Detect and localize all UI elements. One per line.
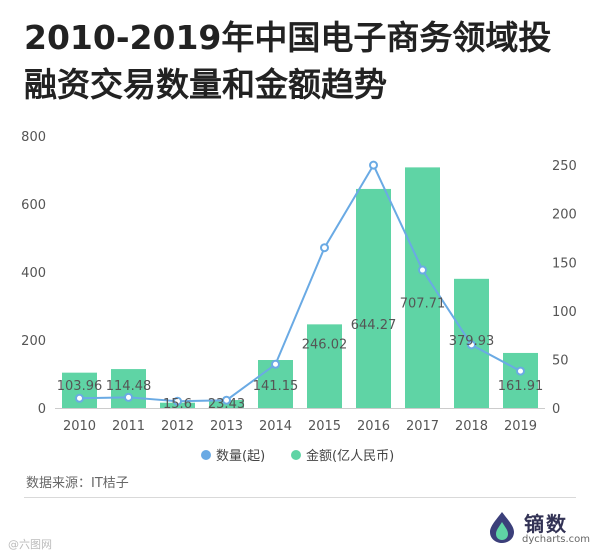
line-point	[75, 393, 84, 403]
x-axis-tick: 2017	[406, 419, 439, 434]
line-point	[222, 395, 231, 405]
x-axis-tick: 2015	[308, 419, 341, 434]
bar-series	[62, 167, 538, 408]
left-axis-tick: 400	[21, 266, 46, 281]
bar-data-label: 707.71	[400, 296, 446, 311]
line-point	[271, 359, 280, 369]
legend-label-count: 数量(起)	[216, 449, 265, 464]
bar-data-label: 103.96	[57, 379, 103, 394]
line-point	[173, 396, 182, 406]
legend-marker-amount	[291, 450, 301, 460]
x-axis-ticks: 2010 2011 2012 2013 2014 2015 2016 2017 2018 2019	[63, 419, 537, 434]
line-series	[75, 160, 525, 406]
right-axis-tick: 0	[552, 402, 560, 417]
x-axis-tick: 2011	[112, 419, 145, 434]
source-note: 数据来源：IT桔子	[26, 476, 129, 491]
bar-data-labels: 103.96 114.48 15.6 23.43 141.15 246.02644.277…	[57, 296, 544, 412]
chart-title: 2010-2019年中国电子商务领域投融资交易数量和金额趋势	[24, 18, 552, 104]
x-axis-tick: 2019	[504, 419, 537, 434]
left-axis-tick: 800	[21, 130, 46, 145]
right-axis-tick: 200	[552, 208, 577, 223]
left-axis-tick: 0	[38, 402, 46, 417]
right-axis-tick: 100	[552, 305, 577, 320]
x-axis-tick: 2018	[455, 419, 488, 434]
line-point	[124, 392, 133, 402]
bar-data-label: 141.15	[253, 379, 299, 394]
right-axis-tick: 50	[552, 353, 569, 368]
dycharts-logo-icon	[490, 512, 514, 543]
watermark-text: @六图网	[8, 538, 52, 551]
line-point	[369, 160, 378, 170]
bar-data-label: 15.6	[163, 397, 192, 412]
bar-data-label: 114.48	[106, 379, 152, 394]
right-axis-tick: 150	[552, 256, 577, 271]
line-path	[79, 163, 521, 403]
right-axis-ticks: 0 50 100 150 200 250	[552, 159, 577, 417]
legend-marker-count	[201, 450, 211, 460]
x-axis-tick: 2010	[63, 419, 96, 434]
bar	[356, 188, 391, 408]
legend: 数量(起) 金额(亿人民币)	[201, 448, 394, 464]
footer-divider	[24, 497, 576, 498]
x-axis-tick: 2012	[161, 419, 194, 434]
bar	[503, 352, 538, 408]
left-axis-tick: 200	[21, 334, 46, 349]
line-point	[467, 340, 476, 350]
x-axis-tick: 2016	[357, 419, 390, 434]
right-axis-tick: 250	[552, 159, 577, 174]
line-point	[516, 366, 525, 376]
bar-data-label: 23.43	[208, 397, 245, 412]
left-axis-ticks: 0 200 400 600 800	[21, 130, 46, 417]
brand-name: 镝数	[524, 512, 568, 536]
legend-label-amount: 金额(亿人民币)	[306, 448, 394, 464]
combo-chart: 0 200 400 600 800 0 50 100 150 200 250 103.96 114.…	[21, 130, 577, 464]
bar-data-label: 246.02	[302, 337, 348, 352]
line-point	[418, 265, 427, 275]
line-point	[320, 243, 329, 253]
left-axis-tick: 600	[21, 198, 46, 213]
x-axis-tick: 2013	[210, 419, 243, 434]
bar-data-label: 379.93	[449, 334, 495, 349]
bar-data-label: 644.27	[351, 318, 397, 333]
brand-logo-block: 镝数 dycharts.com	[488, 508, 591, 548]
brand-url: dycharts.com	[522, 534, 591, 545]
bar-data-label: 161.91	[498, 379, 544, 394]
x-axis-tick: 2014	[259, 419, 292, 434]
bar	[307, 324, 342, 408]
